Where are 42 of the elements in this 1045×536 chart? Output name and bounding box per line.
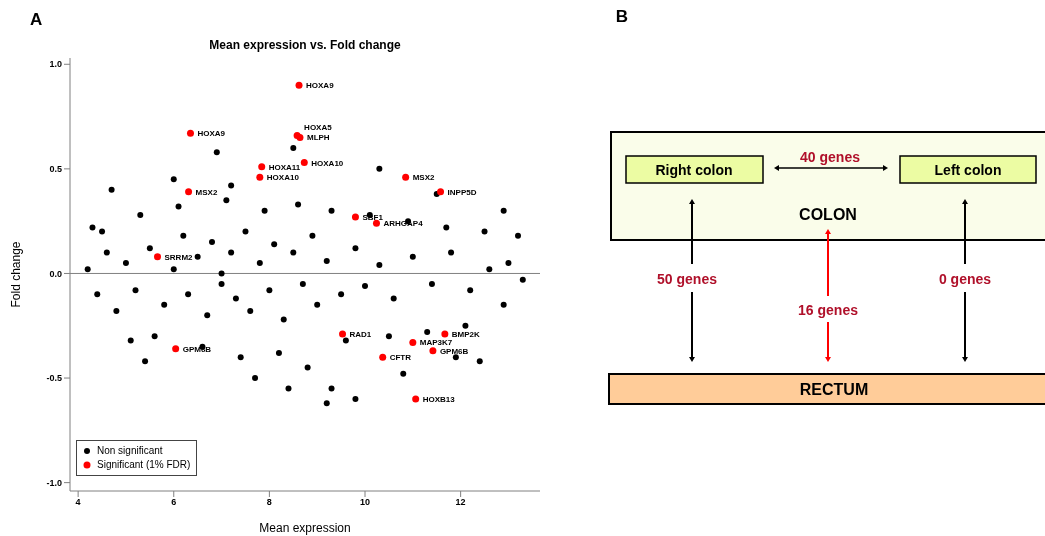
x-tick-label: 6	[171, 497, 177, 508]
chart-title: Mean expression vs. Fold change	[208, 38, 402, 52]
text: Right colon	[655, 162, 733, 178]
annotation: HOXA5	[304, 123, 333, 133]
annotation: RAD1	[349, 330, 372, 340]
x-tick-label: 8	[266, 497, 272, 508]
y-tick-label: -1.0	[46, 477, 62, 488]
annotation: BMP2K	[451, 330, 481, 340]
y-tick-label: 0.0	[49, 268, 62, 279]
annotation: MLPH	[306, 133, 330, 143]
annotation: HOXA11	[268, 162, 301, 172]
legend-label: Significant (1% FDR)	[97, 458, 191, 472]
y-tick-label: 1.0	[49, 59, 62, 70]
text: COLON	[799, 206, 857, 223]
annotation: HOXA9	[306, 81, 335, 91]
y-tick-label: -0.5	[46, 373, 62, 384]
annotation: SRRM2	[164, 252, 194, 262]
y-axis-title: Fold change	[9, 241, 24, 308]
y-tick-label: 0.5	[49, 164, 62, 175]
text: 40 genes	[800, 149, 861, 165]
text: 16 genes	[798, 302, 859, 318]
text: 50 genes	[657, 271, 718, 287]
text: RECTUM	[799, 381, 869, 398]
annotation: MSX2	[195, 187, 218, 197]
annotation: INPP5D	[447, 187, 477, 197]
x-tick-label: 4	[75, 497, 81, 508]
annotation: HOXB13	[422, 394, 456, 404]
annotation: HOXA10	[266, 173, 300, 183]
text: A	[30, 10, 43, 30]
text: 0 genes	[938, 271, 992, 287]
x-tick-label: 12	[455, 497, 466, 508]
annotation: MAP3K7	[419, 338, 453, 348]
annotation: MSX2	[412, 173, 435, 183]
text: Left colon	[934, 162, 1002, 178]
x-tick-label: 10	[360, 497, 371, 508]
x-axis-title: Mean expression	[259, 521, 351, 535]
annotation: HOXA10	[311, 158, 344, 168]
legend-label: Non significant	[97, 444, 163, 458]
annotation: CFTR	[389, 353, 412, 363]
annotation: GPM6B	[439, 346, 469, 356]
text: B	[615, 7, 629, 26]
annotation: HOXA9	[197, 129, 226, 139]
